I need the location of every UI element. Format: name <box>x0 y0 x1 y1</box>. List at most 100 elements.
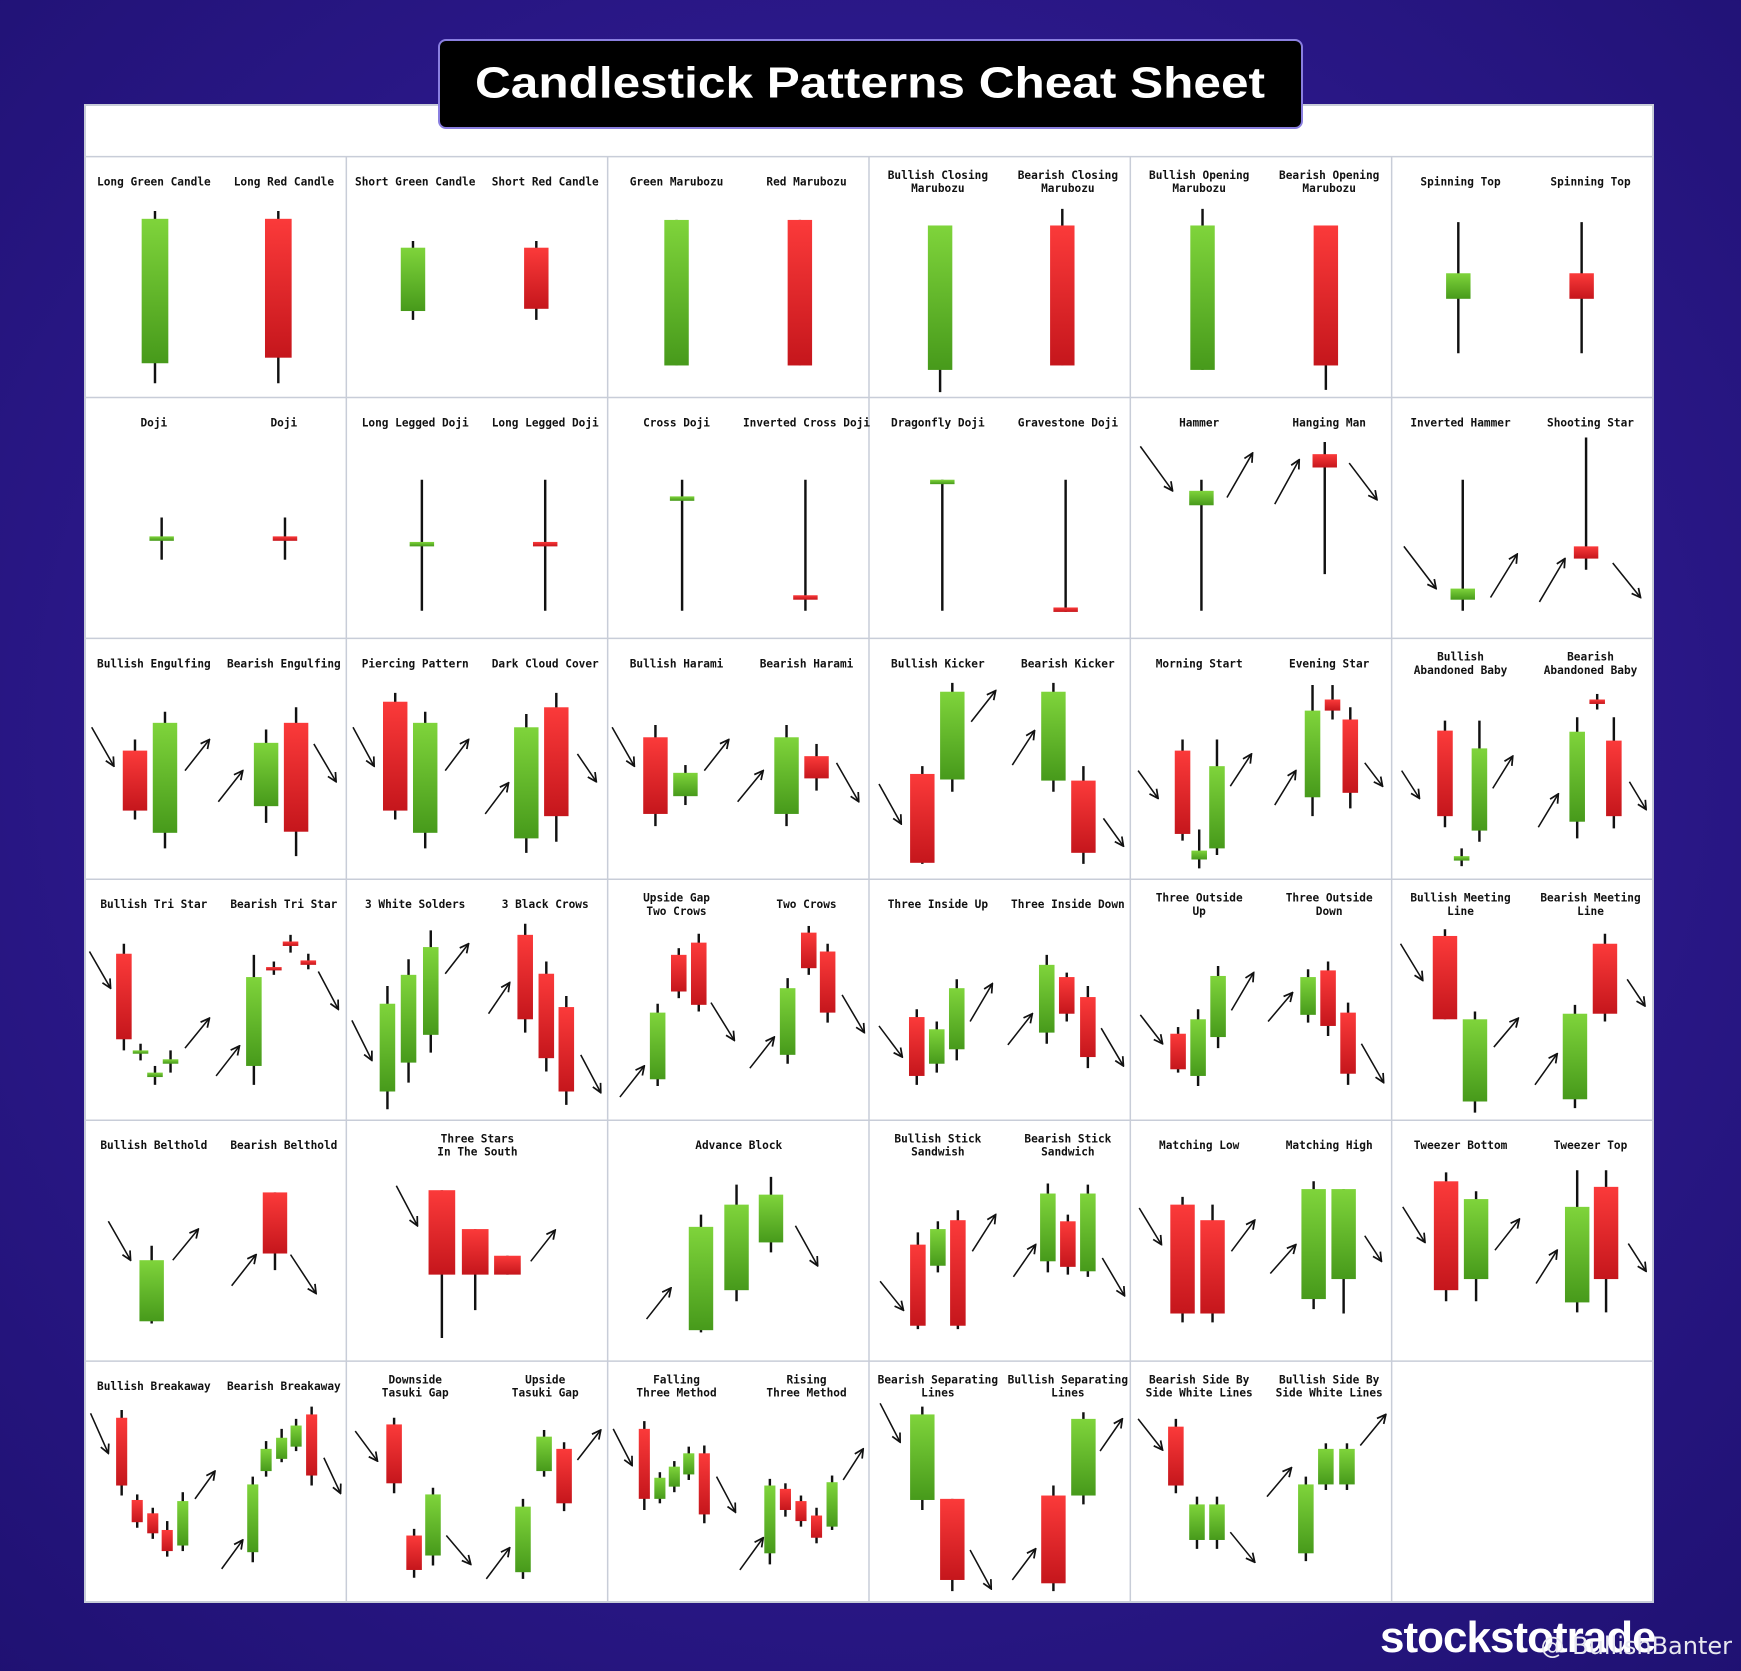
trend-arrow <box>1364 1235 1382 1262</box>
pattern-label: Green Marubozu <box>630 175 724 188</box>
pattern-label: Gravestone Doji <box>1018 416 1119 429</box>
pattern-cell: Long Legged Doji Long Legged Doji <box>362 416 599 611</box>
candle-body <box>400 974 417 1063</box>
candle-body <box>262 1192 288 1254</box>
candle-body <box>1592 943 1618 1014</box>
candle-body <box>758 1194 784 1243</box>
trend-arrow <box>1226 453 1253 498</box>
pattern-label: Doji <box>270 416 297 429</box>
credit: @ BullishBanter <box>1541 1632 1733 1660</box>
candle-body <box>940 691 965 780</box>
trend-arrow <box>580 1054 601 1093</box>
candle-body <box>950 1220 966 1326</box>
candle-body <box>1040 1193 1056 1262</box>
trend-arrow <box>1489 554 1518 598</box>
pattern-label: Bearish Tri Star <box>230 898 337 911</box>
candle-body <box>1174 750 1191 834</box>
candle-body <box>556 1448 572 1504</box>
candle-body <box>1191 850 1207 860</box>
trend-arrow <box>445 1535 470 1565</box>
candle-body <box>161 1529 173 1552</box>
trend-arrow <box>969 1549 991 1589</box>
pattern-label: Three Method <box>636 1387 716 1400</box>
candle-body <box>764 1485 776 1554</box>
trend-arrow <box>611 726 634 766</box>
trend-arrow <box>715 1476 736 1513</box>
trend-arrow <box>484 783 508 815</box>
pattern-label: Bearish <box>1567 651 1614 664</box>
pattern-label: Lines <box>1051 1387 1084 1400</box>
candle-body <box>668 1466 680 1487</box>
pattern-cell: Tweezer Bottom Tweezer Top <box>1402 1139 1646 1313</box>
candle-body <box>1058 977 1075 1014</box>
candle-body <box>800 932 817 969</box>
candle-body <box>177 1501 189 1546</box>
candle-body <box>276 1437 288 1459</box>
pattern-label: Long Red Candle <box>234 175 335 188</box>
pattern-label: Matching Low <box>1159 1139 1240 1152</box>
candle-body <box>1041 691 1066 781</box>
candle-body <box>412 722 438 833</box>
candle-body <box>122 750 148 811</box>
candle-body <box>536 1436 552 1472</box>
pattern-label: Bullish <box>1437 651 1484 664</box>
grid <box>84 155 1654 1603</box>
trend-arrow <box>352 726 374 766</box>
trend-arrow <box>1011 1549 1035 1581</box>
candle-body <box>131 1499 143 1523</box>
trend-arrow <box>1101 1257 1124 1296</box>
candle-body <box>1312 454 1337 468</box>
trend-arrow <box>215 1046 239 1077</box>
candle-body <box>149 536 174 541</box>
candle-body <box>1573 546 1599 559</box>
candle-body <box>1038 964 1055 1033</box>
trend-arrow <box>878 1025 902 1057</box>
trend-arrow <box>1100 1027 1123 1066</box>
trend-arrow <box>1274 771 1296 806</box>
candle-body <box>515 1506 531 1573</box>
candle-body <box>1071 780 1096 853</box>
trend-arrow <box>1011 731 1034 766</box>
pattern-label: Bearish Belthold <box>230 1139 337 1152</box>
candle-body <box>1342 719 1359 793</box>
pattern-label: Bearish Engulfing <box>227 657 341 670</box>
candle-body <box>1432 935 1458 1020</box>
candle-body <box>494 1255 521 1275</box>
trend-arrow <box>1139 445 1172 490</box>
trend-arrow <box>1230 1220 1254 1252</box>
trend-arrow <box>1138 1207 1161 1245</box>
trend-arrow <box>1230 973 1253 1011</box>
candle-body <box>1593 1186 1619 1280</box>
pattern-label: Sandwish <box>911 1146 965 1159</box>
candle-body <box>795 1501 807 1522</box>
candle-body <box>669 496 695 501</box>
pattern-label: Line <box>1447 905 1474 918</box>
candle-body <box>910 773 935 863</box>
pattern-label: Upside Gap <box>643 892 710 905</box>
candle-body <box>1304 710 1321 798</box>
trend-arrow <box>1538 559 1565 603</box>
candle-body <box>253 742 279 807</box>
pattern-cell: Advance Block <box>645 1139 818 1333</box>
candle-body <box>1209 766 1225 849</box>
candle-body <box>266 967 282 971</box>
candle-body <box>1564 1206 1590 1303</box>
pattern-label: Advance Block <box>695 1139 782 1152</box>
pattern-label: Bearish Side By <box>1149 1373 1250 1386</box>
pattern-label: Dark Cloud Cover <box>492 657 599 670</box>
trend-arrow <box>1537 794 1558 828</box>
trend-arrow <box>323 1457 341 1494</box>
candle-body <box>532 541 558 547</box>
candle-body <box>643 737 668 814</box>
candle-body <box>910 1414 935 1500</box>
candle-body <box>1569 273 1594 299</box>
pattern-label: Inverted Hammer <box>1410 416 1511 429</box>
candle-body <box>1313 225 1339 366</box>
candle-body <box>948 988 965 1050</box>
candle-body <box>282 941 299 946</box>
pattern-cell: Bullish Engulfing Bearish Engulfing <box>90 657 341 857</box>
trend-arrow <box>841 994 864 1033</box>
